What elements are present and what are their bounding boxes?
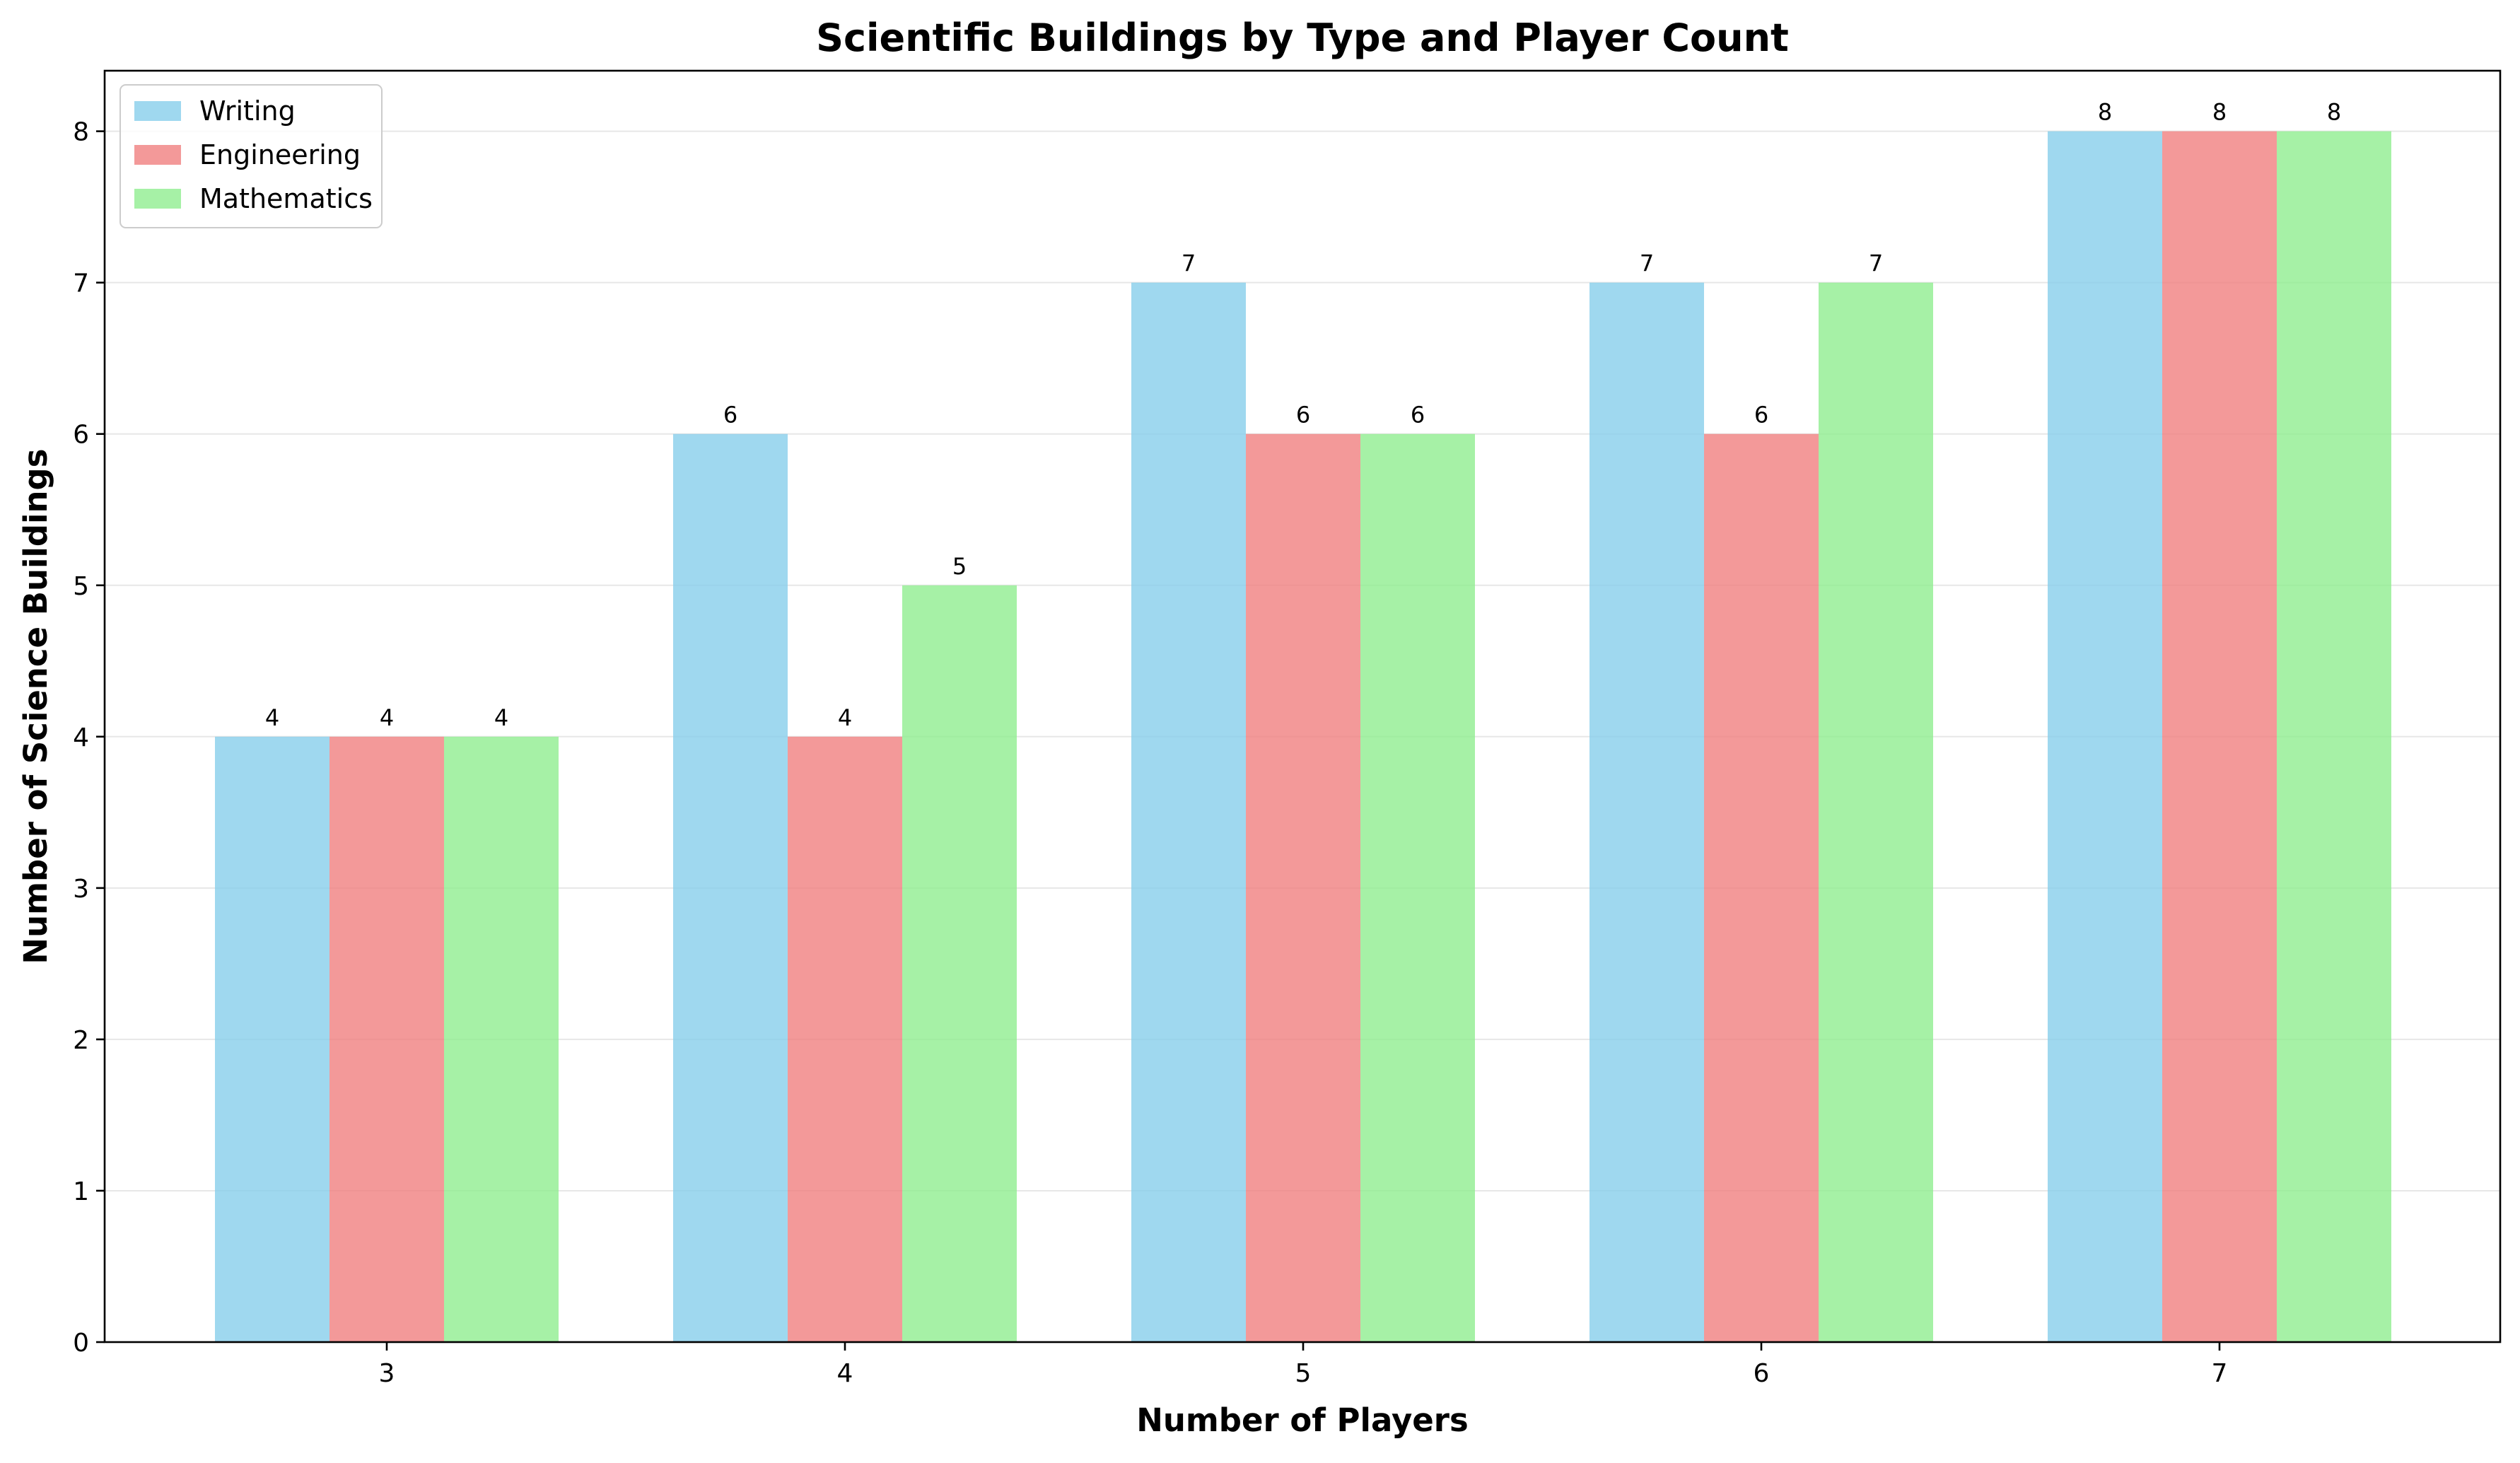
bar-writing-7: [2048, 131, 2162, 1343]
y-tick-label: 5: [73, 572, 89, 601]
legend-box: [119, 84, 383, 228]
bar-value-label: 6: [1754, 402, 1768, 429]
y-tick-label: 0: [73, 1329, 89, 1358]
bar-value-label: 4: [265, 704, 279, 731]
x-tick-label: 3: [379, 1359, 395, 1388]
legend: Writing Engineering Mathematics: [119, 84, 383, 228]
chart-title: Scientific Buildings by Type and Player …: [816, 16, 1789, 60]
y-tick-label: 3: [73, 875, 89, 904]
bar-value-label: 6: [1411, 402, 1425, 429]
bar-writing-4: [673, 433, 788, 1342]
bar-mathematics-5: [1360, 433, 1475, 1342]
bar-value-label: 6: [1296, 402, 1310, 429]
bar-engineering-6: [1704, 433, 1819, 1342]
x-tick-label: 7: [2212, 1359, 2228, 1388]
legend-label-mathematics: Mathematics: [199, 183, 373, 214]
bar-writing-3: [215, 736, 329, 1342]
y-tick-label: 1: [73, 1177, 89, 1206]
bar-mathematics-6: [1819, 282, 1933, 1343]
y-tick-label: 7: [73, 269, 89, 298]
bar-value-label: 4: [838, 704, 852, 731]
bar-writing-6: [1589, 282, 1704, 1343]
bar-value-labels: 4 4 4 6 4 5 7 6 6 7 6 7 8 8 8: [265, 99, 2341, 731]
bar-value-label: 8: [2098, 99, 2112, 126]
y-axis-label: Number of Science Buildings: [17, 448, 54, 964]
legend-swatch-mathematics: [134, 189, 181, 209]
x-axis-label: Number of Players: [1136, 1401, 1469, 1439]
legend-swatch-engineering: [134, 145, 181, 165]
bar-value-label: 5: [952, 553, 967, 580]
bar-engineering-7: [2162, 131, 2277, 1343]
bar-value-label: 7: [1640, 250, 1654, 277]
bar-mathematics-7: [2277, 131, 2391, 1343]
x-tick-label: 6: [1754, 1359, 1770, 1388]
bar-engineering-3: [329, 736, 444, 1342]
y-tick-label: 6: [73, 421, 89, 450]
bar-engineering-4: [788, 736, 902, 1342]
bar-value-label: 8: [2327, 99, 2341, 126]
bar-value-label: 6: [723, 402, 737, 429]
bar-writing-5: [1131, 282, 1246, 1343]
bar-value-label: 4: [494, 704, 508, 731]
x-tick-label: 5: [1295, 1359, 1312, 1388]
bars: [215, 131, 2391, 1343]
y-tick-label: 2: [73, 1026, 89, 1055]
bar-mathematics-4: [902, 585, 1017, 1342]
legend-label-writing: Writing: [199, 95, 296, 127]
legend-swatch-writing: [134, 101, 181, 121]
legend-label-engineering: Engineering: [199, 139, 361, 170]
bar-value-label: 8: [2212, 99, 2227, 126]
x-tick-label: 4: [837, 1359, 853, 1388]
bar-value-label: 4: [380, 704, 394, 731]
bar-value-label: 7: [1869, 250, 1883, 277]
bar-mathematics-3: [444, 736, 559, 1342]
axis-ticks: 0 1 2 3 4 5 6 7 8 3 4 5 6 7: [73, 118, 2227, 1388]
bar-value-label: 7: [1182, 250, 1196, 277]
bar-engineering-5: [1246, 433, 1360, 1342]
y-tick-label: 8: [73, 118, 89, 147]
y-tick-label: 4: [73, 723, 89, 752]
